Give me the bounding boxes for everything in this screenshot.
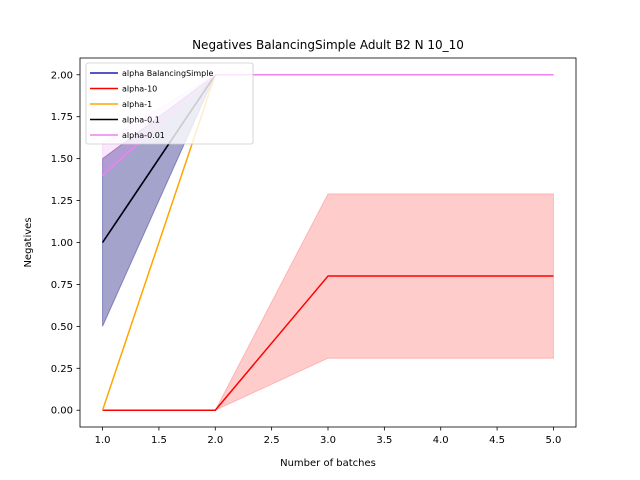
x-tick-label: 4.5	[489, 435, 505, 446]
legend-label-alpha-10: alpha-10	[122, 85, 157, 94]
y-axis-label: Negatives	[23, 217, 34, 267]
chart-title: Negatives BalancingSimple Adult B2 N 10_…	[192, 38, 464, 52]
x-tick-label: 5.0	[546, 435, 562, 446]
y-tick-label: 0.50	[51, 322, 73, 333]
y-axis-ticks: 0.00 0.25 0.50 0.75 1.00 1.25 1.50 1.75 2.00	[51, 70, 80, 417]
x-axis-ticks: 1.0 1.5 2.0 2.5 3.0 3.5 4.0 4.5 5.0	[95, 427, 562, 446]
x-tick-label: 3.5	[376, 435, 392, 446]
x-tick-label: 4.0	[433, 435, 449, 446]
y-tick-label: 1.00	[51, 238, 73, 249]
legend-label-alpha-0-1: alpha-0.1	[122, 116, 160, 125]
y-tick-label: 1.25	[51, 196, 73, 207]
x-tick-label: 1.0	[95, 435, 111, 446]
legend-label-alpha-1: alpha-1	[122, 100, 152, 109]
x-tick-label: 2.5	[264, 435, 280, 446]
x-tick-label: 1.5	[151, 435, 167, 446]
y-tick-label: 0.00	[51, 406, 73, 417]
y-tick-label: 1.50	[51, 154, 73, 165]
legend: alpha BalancingSimple alpha-10 alpha-1 alph…	[85, 62, 254, 145]
legend-label-alpha-0-01: alpha-0.01	[122, 131, 165, 140]
y-tick-label: 0.25	[51, 364, 73, 375]
x-tick-label: 2.0	[207, 435, 223, 446]
legend-box	[85, 62, 254, 145]
x-axis-label: Number of batches	[280, 458, 376, 469]
x-tick-label: 3.0	[320, 435, 336, 446]
legend-label-alpha-balancingsimple: alpha BalancingSimple	[122, 69, 213, 78]
y-tick-label: 2.00	[51, 70, 73, 81]
series-line-alpha-10	[102, 275, 554, 411]
y-tick-label: 1.75	[51, 112, 73, 123]
y-tick-label: 0.75	[51, 280, 73, 291]
